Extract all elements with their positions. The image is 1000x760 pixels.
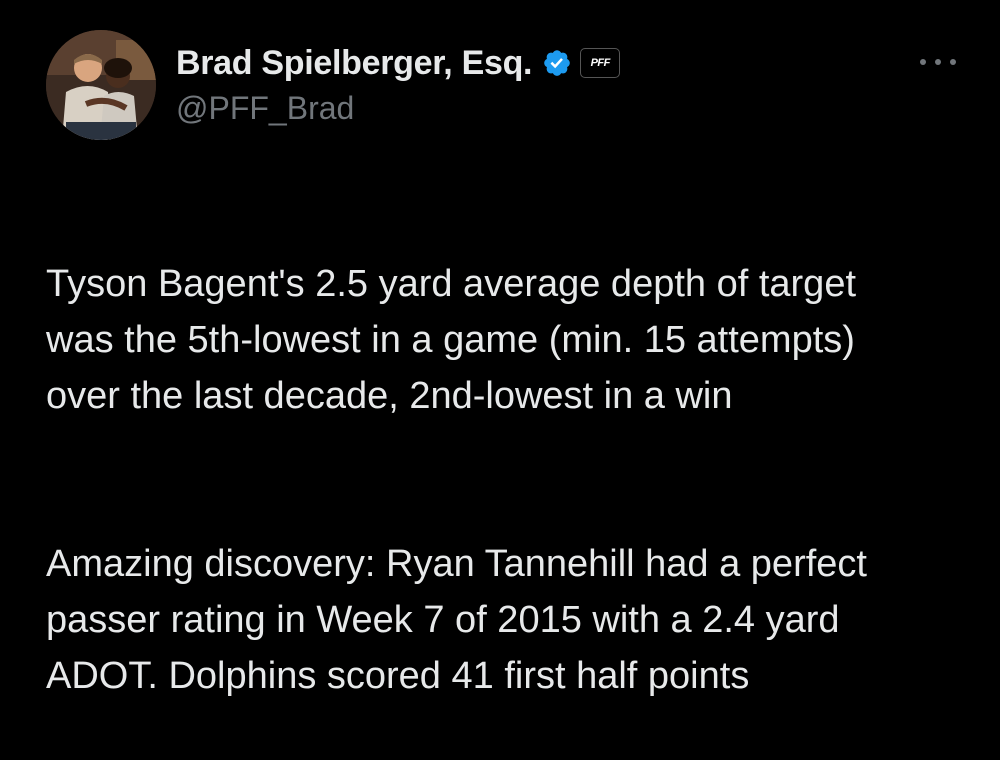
- author-display-name[interactable]: Brad Spielberger, Esq.: [176, 43, 533, 82]
- avatar[interactable]: [46, 30, 156, 140]
- verified-badge-icon: [542, 48, 572, 78]
- tweet-paragraph: Tyson Bagent's 2.5 yard average depth of…: [46, 263, 857, 417]
- more-horizontal-icon[interactable]: [920, 52, 956, 72]
- name-row: Brad Spielberger, Esq. PFF: [176, 42, 621, 84]
- author-info: Brad Spielberger, Esq. PFF @PFF_Brad: [176, 42, 621, 127]
- tweet-paragraph: Amazing discovery: Ryan Tannehill had a …: [46, 543, 867, 697]
- author-handle[interactable]: @PFF_Brad: [176, 90, 355, 126]
- affiliation-badge-label: PFF: [590, 57, 611, 69]
- more-dot: [920, 59, 926, 65]
- more-dot: [935, 59, 941, 65]
- avatar-photo: [46, 30, 156, 140]
- tweet-header: Brad Spielberger, Esq. PFF @PFF_Brad: [46, 30, 956, 140]
- more-dot: [950, 59, 956, 65]
- tweet-text: Tyson Bagent's 2.5 yard average depth of…: [46, 200, 966, 760]
- affiliation-badge[interactable]: PFF: [580, 48, 621, 78]
- tweet-card: Brad Spielberger, Esq. PFF @PFF_Brad Tys…: [46, 30, 956, 697]
